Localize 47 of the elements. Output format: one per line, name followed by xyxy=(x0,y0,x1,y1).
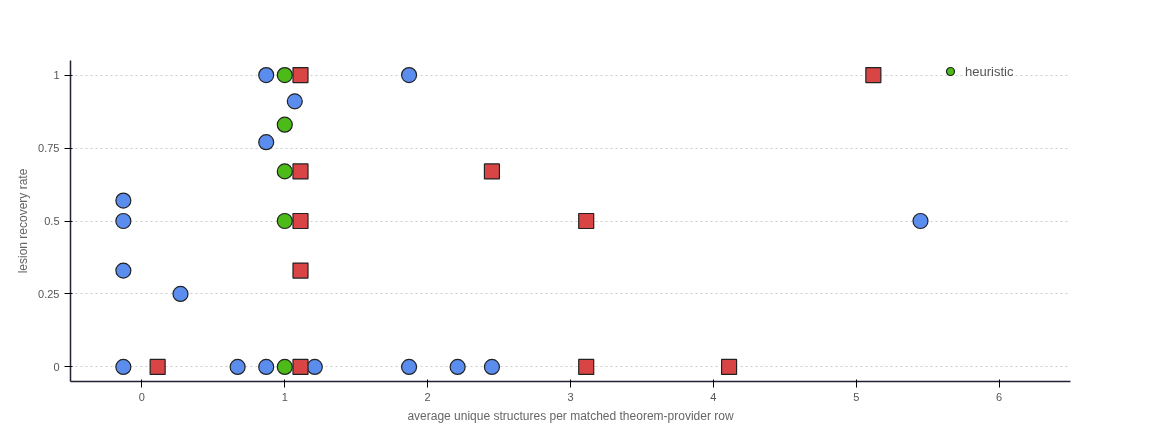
y-tick-label: 0.25 xyxy=(38,287,60,300)
point xyxy=(115,212,132,230)
point xyxy=(483,358,501,375)
point xyxy=(115,262,132,279)
y-axis-title: lesion recovery rate xyxy=(16,168,31,274)
x-tick-label: 1 xyxy=(281,390,288,403)
point xyxy=(483,163,501,180)
point xyxy=(276,116,293,133)
x-axis-title: average unique structures per matched theorem-provider row xyxy=(407,408,734,423)
point xyxy=(115,192,132,209)
y-tick-label: 0 xyxy=(53,360,60,373)
point xyxy=(286,93,303,110)
point xyxy=(292,66,309,84)
point xyxy=(449,358,466,375)
point xyxy=(276,212,293,230)
point xyxy=(276,67,293,84)
point xyxy=(400,67,418,84)
point xyxy=(578,212,595,230)
y-tick-label: 0.75 xyxy=(38,142,60,155)
x-tick-label: 6 xyxy=(996,390,1003,403)
point xyxy=(292,212,309,230)
legend-label: heuristic xyxy=(965,63,1014,79)
point xyxy=(115,358,132,375)
point xyxy=(292,163,309,180)
point xyxy=(578,358,595,376)
point xyxy=(276,358,293,375)
point xyxy=(865,66,882,84)
point xyxy=(258,134,275,151)
point xyxy=(229,358,246,375)
point xyxy=(276,163,293,180)
point xyxy=(292,262,309,279)
point xyxy=(258,358,275,375)
x-tick-label: 2 xyxy=(424,390,431,403)
point xyxy=(258,67,275,84)
point xyxy=(172,285,189,303)
point xyxy=(400,358,418,375)
point xyxy=(149,358,166,376)
y-tick-label: 1 xyxy=(53,69,60,82)
point xyxy=(292,358,309,376)
x-tick-label: 5 xyxy=(853,390,860,403)
x-tick-label: 3 xyxy=(567,390,574,403)
x-tick-label: 4 xyxy=(710,390,717,403)
point xyxy=(306,358,323,375)
point xyxy=(720,358,738,376)
y-tick-label: 0.5 xyxy=(44,215,60,227)
point xyxy=(912,212,929,230)
x-tick-label: 0 xyxy=(138,390,145,403)
